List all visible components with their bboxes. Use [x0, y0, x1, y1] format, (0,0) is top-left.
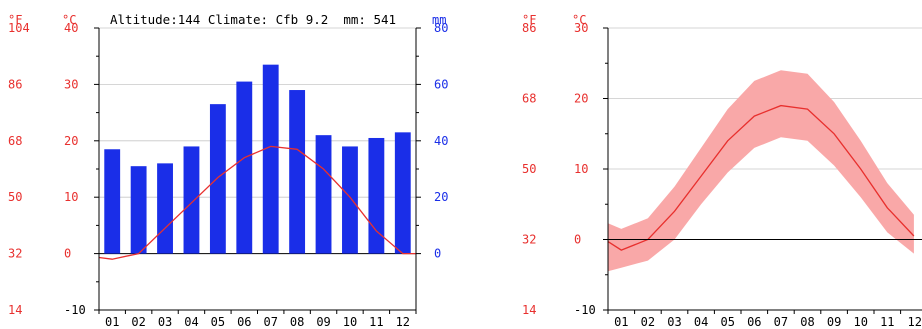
month-label: 10 — [343, 315, 357, 329]
celsius-unit-label: °C — [62, 13, 76, 27]
month-label: 09 — [316, 315, 330, 329]
chart-header: Altitude:144 Climate: Cfb 9.2 mm: 541 — [110, 12, 396, 27]
gridlines — [99, 27, 416, 255]
altitude-value: 144 — [178, 12, 201, 27]
precip-bar-11 — [368, 137, 385, 254]
fahrenheit-tick: 68 — [8, 134, 22, 148]
fahrenheit-tick: 14 — [522, 303, 536, 317]
celsius-tick: 20 — [64, 134, 78, 148]
temperature-range-band — [608, 70, 914, 272]
month-label: 07 — [774, 315, 788, 329]
celsius-tick: -10 — [64, 303, 86, 317]
precip-bar-08 — [289, 90, 306, 254]
fahrenheit-tick: 86 — [8, 77, 22, 91]
fahrenheit-tick: 50 — [8, 190, 22, 204]
month-label: 05 — [720, 315, 734, 329]
precip-bar-03 — [157, 163, 173, 254]
temperature-line — [98, 145, 416, 260]
precipitation-bars — [104, 64, 411, 254]
month-label: 05 — [211, 315, 225, 329]
temperature-range-diagram: -10 0 10 20 30 14 32 50 68 86 01 02 03 04 05 06 07 08 09… — [522, 13, 922, 329]
month-label: 02 — [641, 315, 655, 329]
mm-tick: 80 — [434, 21, 448, 35]
celsius-tick: 40 — [64, 21, 78, 35]
celsius-tick-labels: -10 0 10 20 30 — [574, 21, 596, 317]
celsius-tick: 0 — [574, 233, 581, 247]
celsius-tick-labels: -10 0 10 20 30 40 — [64, 21, 86, 317]
month-label: 04 — [184, 315, 198, 329]
month-label: 06 — [237, 315, 251, 329]
fahrenheit-tick: 86 — [522, 21, 536, 35]
month-label: 10 — [853, 315, 867, 329]
month-tick-labels: 01 02 03 04 05 06 07 08 09 10 11 12 — [105, 315, 410, 329]
precip-value: 541 — [373, 12, 396, 27]
month-label: 06 — [747, 315, 761, 329]
month-label: 07 — [263, 315, 277, 329]
mm-tick-labels: 0 20 40 60 80 — [434, 21, 448, 261]
precip-bar-07 — [262, 64, 279, 254]
fahrenheit-tick: 14 — [8, 303, 22, 317]
fahrenheit-tick: 50 — [522, 162, 536, 176]
mean-temp-value: 9.2 — [306, 12, 329, 27]
month-label: 03 — [158, 315, 172, 329]
celsius-tick: 20 — [574, 92, 588, 106]
celsius-tick: 30 — [574, 21, 588, 35]
month-tick-labels: 01 02 03 04 05 06 07 08 09 10 11 12 — [614, 315, 922, 329]
plot-frame — [94, 27, 421, 314]
altitude-label: Altitude: — [110, 12, 178, 27]
month-label: 12 — [908, 315, 922, 329]
celsius-tick: 30 — [64, 77, 78, 91]
mm-tick: 60 — [434, 77, 448, 91]
celsius-unit-label: °C — [572, 13, 586, 27]
month-label: 08 — [290, 315, 304, 329]
climate-value: Cfb — [276, 12, 299, 27]
fahrenheit-tick-labels: 14 32 50 68 86 104 — [8, 21, 30, 317]
precip-bar-01 — [104, 149, 121, 254]
fahrenheit-tick: 32 — [8, 247, 22, 261]
precip-label: mm: — [343, 12, 366, 27]
month-label: 01 — [614, 315, 628, 329]
precip-bar-09 — [315, 135, 332, 254]
month-label: 12 — [396, 315, 410, 329]
month-label: 11 — [369, 315, 383, 329]
celsius-tick: -10 — [574, 303, 596, 317]
month-label: 11 — [880, 315, 894, 329]
plot-frame — [603, 27, 922, 314]
fahrenheit-tick: 32 — [522, 233, 536, 247]
mm-tick: 20 — [434, 190, 448, 204]
fahrenheit-unit-label: °F — [8, 13, 22, 27]
fahrenheit-tick-labels: 14 32 50 68 86 — [522, 21, 536, 317]
fahrenheit-unit-label: °F — [522, 13, 536, 27]
precip-bar-05 — [209, 104, 226, 254]
precip-bar-02 — [130, 166, 147, 254]
precip-bar-12 — [394, 132, 411, 254]
celsius-tick: 10 — [64, 190, 78, 204]
month-label: 03 — [667, 315, 681, 329]
climate-label: Climate: — [208, 12, 268, 27]
precip-bar-10 — [342, 146, 358, 254]
precip-bar-04 — [183, 146, 200, 254]
mm-tick: 0 — [434, 247, 441, 261]
mm-unit-label: mm — [432, 13, 446, 27]
month-label: 04 — [694, 315, 708, 329]
fahrenheit-tick: 104 — [8, 21, 30, 35]
month-label: 08 — [800, 315, 814, 329]
precip-bar-06 — [236, 81, 253, 254]
month-label: 01 — [105, 315, 119, 329]
celsius-tick: 0 — [64, 247, 71, 261]
celsius-tick: 10 — [574, 162, 588, 176]
month-label: 09 — [827, 315, 841, 329]
month-label: 02 — [131, 315, 145, 329]
mm-tick: 40 — [434, 134, 448, 148]
fahrenheit-tick: 68 — [522, 92, 536, 106]
